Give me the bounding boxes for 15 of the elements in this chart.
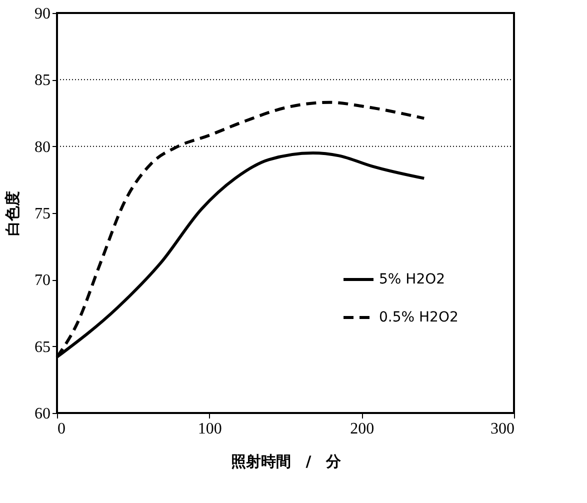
- x-tick-label: 300: [490, 420, 514, 438]
- x-tick-label: 100: [198, 420, 222, 438]
- x-axis-title: 照射時間 / 分: [230, 452, 342, 470]
- legend-label: 5% H2O2: [379, 272, 446, 288]
- legend-label: 0.5% H2O2: [379, 310, 458, 326]
- x-tick-label: 200: [350, 420, 374, 438]
- y-tick-label: 60: [34, 406, 50, 422]
- x-tick-label: 0: [58, 420, 66, 438]
- y-axis-title: 白色度: [4, 191, 22, 236]
- y-tick-label: 85: [34, 72, 50, 90]
- y-tick-label: 75: [34, 206, 50, 222]
- y-tick-label: 90: [34, 6, 50, 22]
- y-tick-label: 80: [34, 138, 50, 156]
- y-tick-label: 70: [34, 272, 50, 290]
- y-tick-label: 65: [34, 338, 50, 356]
